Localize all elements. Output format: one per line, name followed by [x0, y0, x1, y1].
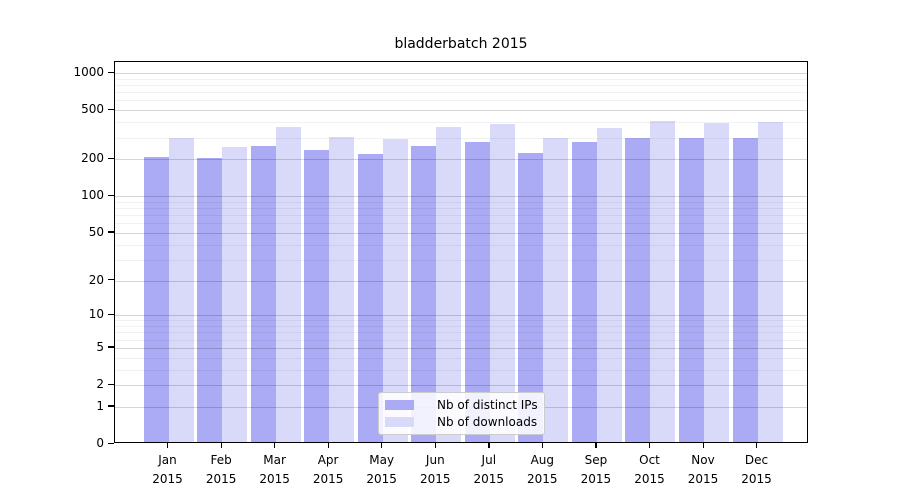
- bar-downloads-feb: [222, 147, 248, 442]
- y-axis-tick-100: [108, 194, 114, 196]
- y-axis-tick-label-100: 100: [81, 188, 104, 203]
- x-axis-tick-aug: [541, 443, 544, 448]
- y-axis-tick-1: [108, 405, 114, 407]
- gridline-y-600: [115, 100, 807, 102]
- bar-downloads-oct: [650, 120, 676, 442]
- x-axis-tick-dec: [756, 443, 758, 448]
- bar-distinct-ips-jan: [143, 156, 169, 442]
- gridline-y-500: [115, 110, 807, 112]
- x-axis-month-label-nov: Nov 2015: [687, 453, 719, 486]
- bar-downloads-aug: [543, 137, 569, 442]
- x-axis-month-label-jan: Jan 2015: [152, 453, 183, 486]
- x-axis-tick-oct: [649, 443, 651, 448]
- y-axis-tick-label-1: 1: [96, 398, 104, 413]
- chart-title: bladderbatch 2015: [394, 36, 528, 52]
- x-axis-month-label-apr: Apr 2015: [312, 453, 344, 486]
- bar-distinct-ips-mar: [250, 145, 276, 442]
- x-axis-tick-nov: [702, 443, 704, 448]
- x-axis-tick-mar: [274, 443, 276, 448]
- y-axis-tick-label-10: 10: [88, 307, 104, 322]
- x-axis-month-label-jul: Jul 2015: [473, 453, 505, 486]
- x-axis-tick-jul: [488, 443, 490, 448]
- x-axis-tick-apr: [327, 443, 329, 448]
- bar-distinct-ips-apr: [304, 149, 330, 442]
- legend: Nb of distinct IPs Nb of downloads: [378, 392, 545, 435]
- bar-distinct-ips-oct: [625, 138, 651, 442]
- x-axis-tick-jun: [434, 443, 437, 448]
- y-axis-tick-500: [108, 108, 114, 110]
- x-axis-tick-sep: [595, 443, 597, 448]
- bar-distinct-ips-nov: [679, 137, 704, 442]
- y-axis-tick-label-5: 5: [96, 339, 104, 354]
- gridline-y-800: [115, 85, 807, 86]
- bar-distinct-ips-feb: [197, 158, 223, 442]
- legend-row-downloads: Nb of downloads: [385, 415, 538, 429]
- y-axis-tick-1000: [108, 71, 114, 73]
- y-axis-tick-label-200: 200: [81, 151, 104, 166]
- y-axis-tick-label-500: 500: [81, 102, 104, 117]
- x-axis-month-label-may: May 2015: [366, 453, 397, 486]
- legend-label-downloads: Nb of downloads: [437, 414, 538, 429]
- gridline-y-1000: [115, 73, 807, 74]
- bar-downloads-jun: [436, 127, 462, 442]
- y-axis-tick-label-50: 50: [88, 224, 104, 239]
- y-axis-tick-label-0: 0: [96, 436, 104, 450]
- bar-downloads-nov: [704, 123, 729, 442]
- x-axis-month-label-aug: Aug 2015: [527, 453, 558, 486]
- x-axis-tick-feb: [220, 443, 222, 448]
- legend-swatch-distinct-ips-icon: [385, 400, 414, 411]
- x-axis-month-label-sep: Sep 2015: [580, 453, 612, 486]
- bar-downloads-apr: [329, 137, 355, 442]
- y-axis-tick-20: [108, 279, 114, 281]
- y-axis-tick-label-20: 20: [88, 272, 104, 287]
- legend-label-distinct-ips: Nb of distinct IPs: [437, 398, 538, 413]
- bar-distinct-ips-dec: [732, 137, 758, 442]
- x-axis-month-label-feb: Feb 2015: [205, 453, 237, 486]
- y-axis-tick-10: [108, 313, 114, 315]
- y-axis-tick-200: [108, 157, 114, 159]
- x-axis-month-label-dec: Dec 2015: [741, 453, 772, 486]
- bar-downloads-mar: [275, 127, 301, 442]
- gridline-y-700: [115, 92, 807, 94]
- y-axis-tick-label-2: 2: [96, 377, 104, 391]
- bar-distinct-ips-sep: [571, 142, 597, 442]
- plot-area: [114, 61, 808, 443]
- legend-row-distinct-ips: Nb of distinct IPs: [385, 398, 538, 412]
- x-axis-month-label-mar: Mar 2015: [259, 453, 290, 486]
- x-axis-month-label-jun: Jun 2015: [420, 453, 451, 486]
- bar-downloads-dec: [757, 122, 783, 442]
- x-axis-tick-jan: [167, 443, 169, 448]
- gridline-y-900: [115, 78, 807, 80]
- bar-downloads-jan: [168, 137, 194, 442]
- y-axis-tick-label-1000: 1000: [73, 65, 104, 79]
- bar-downloads-sep: [596, 128, 622, 442]
- bar-downloads-may: [382, 138, 408, 442]
- x-axis-tick-may: [381, 443, 383, 448]
- legend-swatch-downloads-icon: [385, 416, 414, 427]
- y-axis-tick-50: [108, 231, 114, 233]
- bar-downloads-jul: [489, 124, 515, 442]
- y-axis-tick-2: [108, 383, 114, 385]
- y-axis-tick-0: [108, 442, 114, 444]
- y-axis-tick-5: [108, 346, 114, 348]
- x-axis-month-label-oct: Oct 2015: [634, 453, 665, 486]
